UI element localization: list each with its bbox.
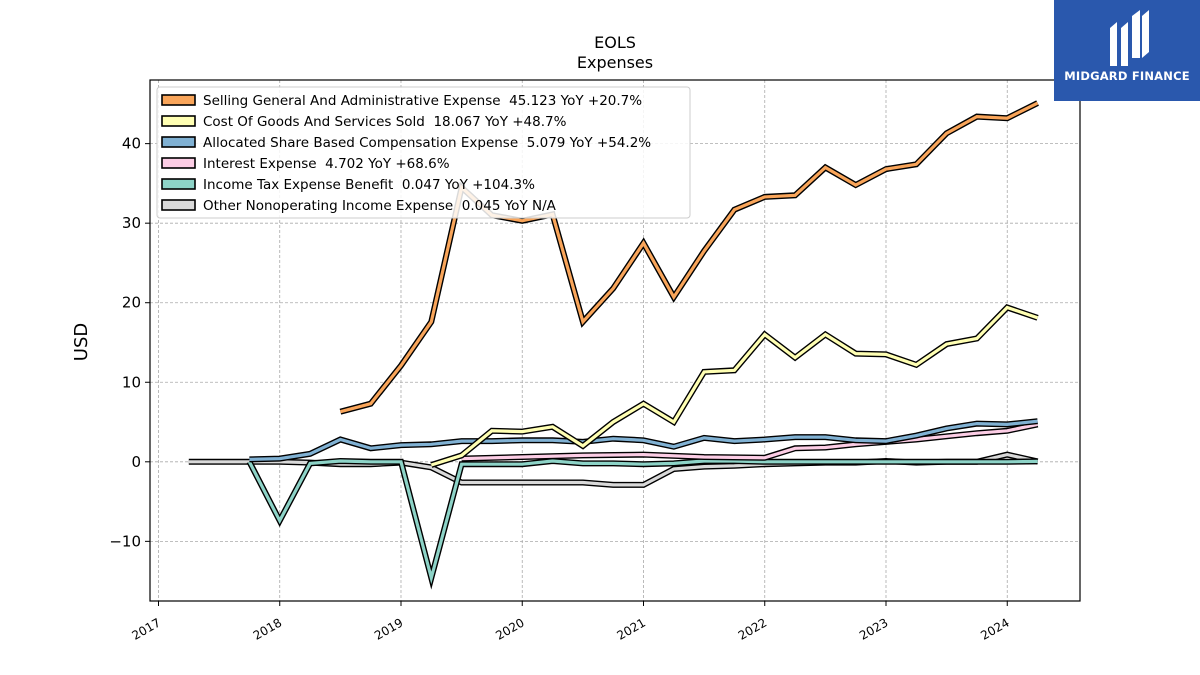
legend-label: Interest Expense 4.702 YoY +68.6% [203, 156, 450, 172]
legend-swatch [161, 94, 196, 106]
midgard-logo-icon [1110, 10, 1149, 66]
y-tick-label: −10 [109, 532, 141, 550]
legend-swatch [161, 199, 196, 211]
y-tick-label: 40 [122, 135, 141, 153]
series-line-4 [247, 459, 1038, 585]
legend-label: Allocated Share Based Compensation Expen… [203, 135, 651, 151]
brand-name: MIDGARD FINANCE [1064, 69, 1190, 83]
legend-label: Other Nonoperating Income Expense 0.045 … [203, 198, 557, 214]
legend-swatch [161, 178, 196, 190]
x-tick-label: 2023 [857, 615, 890, 642]
y-axis-label: USD [71, 323, 92, 361]
x-tick-label: 2021 [615, 615, 648, 642]
series-line-3 [461, 422, 1038, 461]
x-tick-label: 2017 [130, 615, 163, 642]
legend-label: Income Tax Expense Benefit 0.047 YoY +10… [203, 177, 535, 193]
y-tick-label: 10 [122, 373, 141, 391]
y-tick-label: 20 [122, 294, 141, 312]
x-tick-label: 2024 [978, 615, 1011, 642]
legend: Selling General And Administrative Expen… [156, 86, 691, 219]
legend-swatch [161, 115, 196, 127]
legend-box [156, 86, 691, 219]
x-tick-label: 2018 [251, 615, 284, 642]
y-tick-label: 30 [122, 214, 141, 232]
chart-title: EOLS [594, 33, 636, 52]
plot-frame [149, 79, 1081, 602]
series-line-1 [430, 305, 1039, 467]
legend-label: Cost Of Goods And Services Sold 18.067 Y… [203, 114, 567, 130]
brand-logo: MIDGARD FINANCE [1054, 0, 1200, 101]
legend-swatch [161, 136, 196, 148]
series-line-2 [249, 419, 1038, 461]
legend-label: Selling General And Administrative Expen… [203, 93, 642, 109]
y-tick-label: 0 [131, 453, 141, 471]
x-tick-label: 2022 [736, 615, 769, 642]
chart-subtitle: Expenses [577, 53, 653, 72]
legend-swatch [161, 157, 196, 169]
x-tick-label: 2020 [493, 615, 526, 642]
x-tick-label: 2019 [372, 615, 405, 642]
